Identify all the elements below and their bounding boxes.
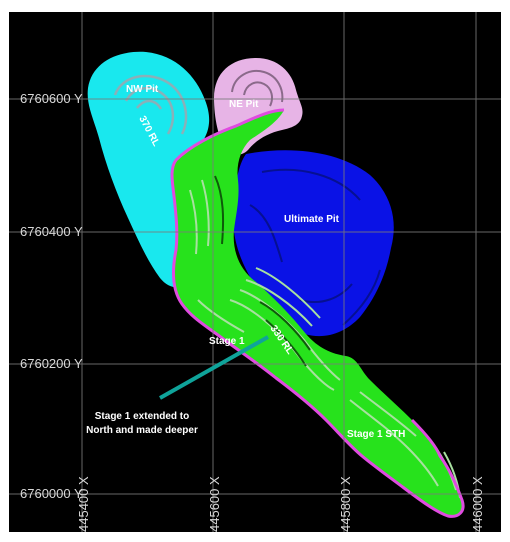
- ne-pit-label: NE Pit: [229, 99, 259, 110]
- nw-pit-benches: [113, 74, 188, 135]
- y-axis-labels: 6760600 Y 6760400 Y 6760200 Y 6760000 Y: [20, 91, 83, 501]
- y-label: 6760400 Y: [20, 224, 83, 239]
- nw-pit-label: NW Pit: [126, 84, 159, 95]
- x-label: 445600 X: [207, 476, 222, 532]
- annotation-line-2: North and made deeper: [86, 425, 198, 436]
- x-axis-labels: 445400 X 445600 X 445800 X 446000 X: [76, 476, 485, 532]
- annotation-arrow: [159, 335, 269, 400]
- x-label: 445400 X: [76, 476, 91, 532]
- y-label: 6760200 Y: [20, 356, 83, 371]
- stage1-sth-label: Stage 1 STH: [347, 429, 405, 440]
- y-label: 6760600 Y: [20, 91, 83, 106]
- x-label: 446000 X: [470, 476, 485, 532]
- ultimate-pit-shape: [232, 150, 394, 337]
- ultimate-pit-label: Ultimate Pit: [284, 214, 340, 225]
- stage1-dark-benches: [214, 175, 311, 367]
- grid: [9, 12, 501, 532]
- stage1-outline: [170, 108, 465, 518]
- annotation-text: Stage 1 extended to North and made deepe…: [86, 411, 198, 436]
- x-label: 445800 X: [338, 476, 353, 532]
- y-label: 6760000 Y: [20, 486, 83, 501]
- annotation-line-1: Stage 1 extended to: [95, 411, 189, 422]
- ultimate-pit-benches: [249, 168, 381, 326]
- stage1-label: Stage 1: [209, 336, 245, 347]
